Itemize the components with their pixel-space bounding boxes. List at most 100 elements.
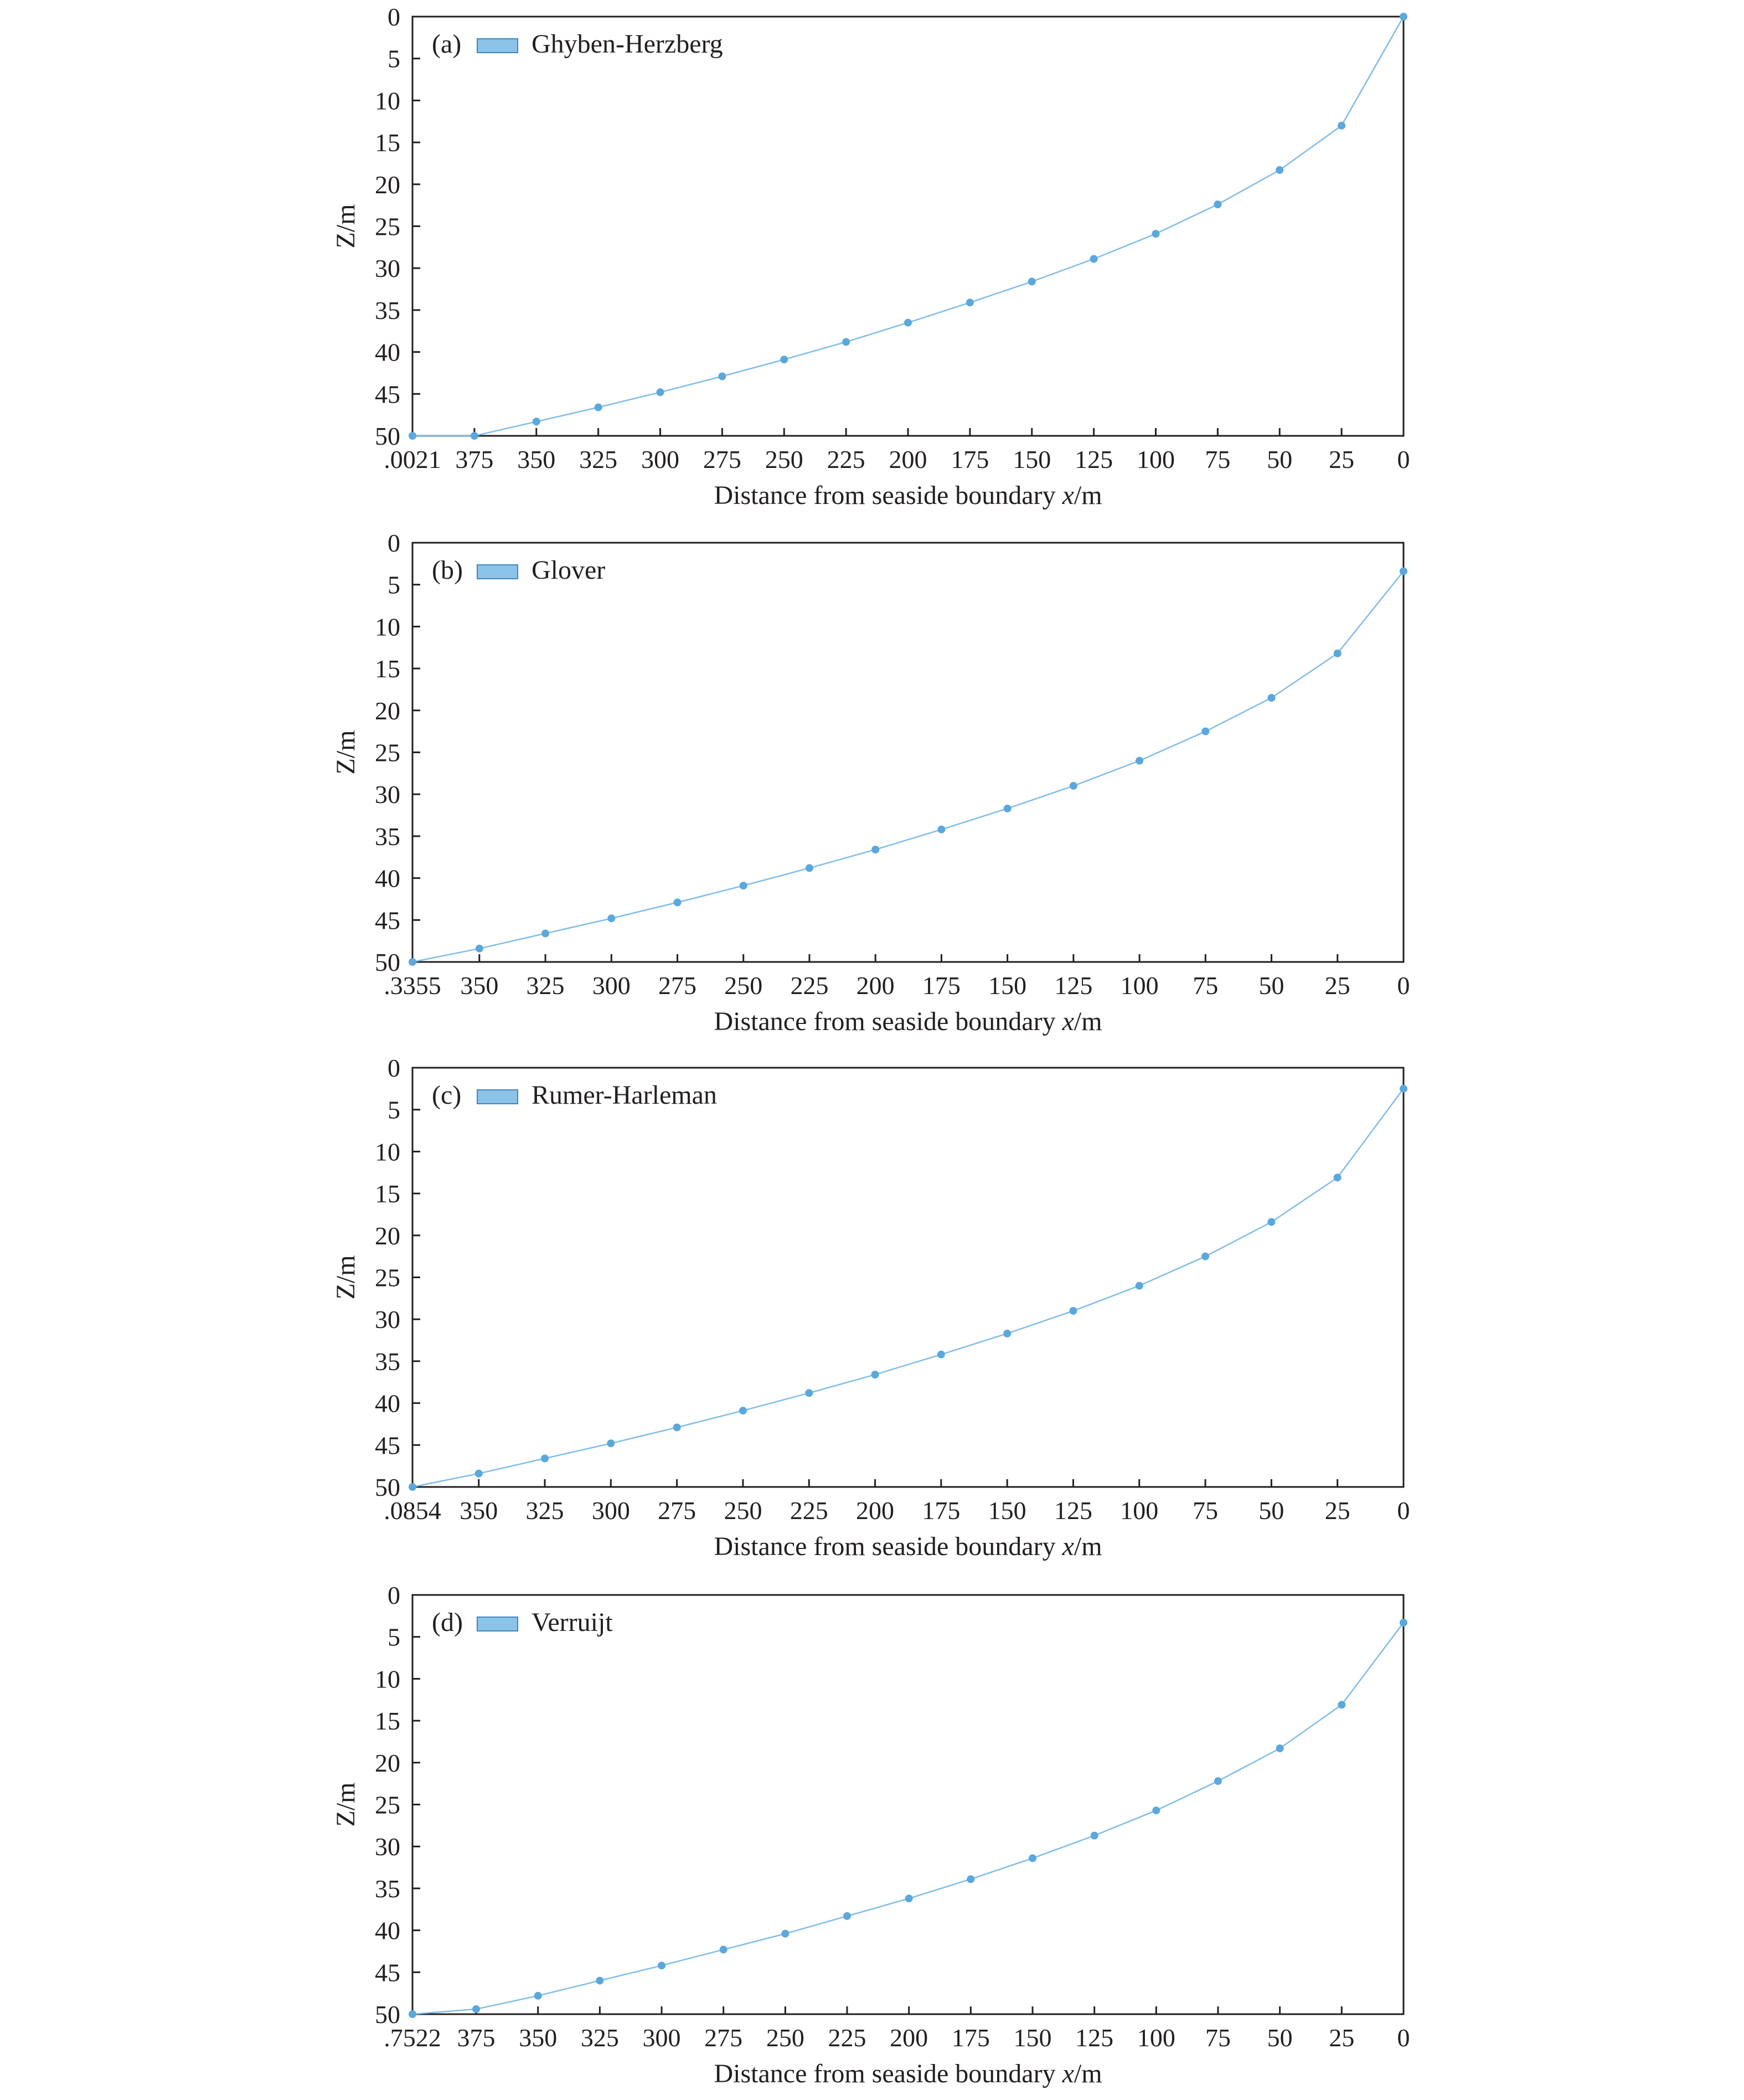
x-axis-title-text: Distance from seaside boundary [714, 481, 1062, 510]
x-axis-title-unit: /m [1074, 481, 1102, 510]
y-tick-label: 5 [388, 1623, 400, 1651]
y-tick-label: 15 [375, 1180, 400, 1208]
data-point [1400, 13, 1407, 20]
x-tick-label: 150 [1013, 445, 1051, 473]
x-axis-title: Distance from seaside boundary x/m [714, 1007, 1102, 1036]
x-tick-label: 50 [1259, 971, 1284, 1000]
x-tick-label: 275 [703, 445, 741, 473]
legend-entry: Ghyben-Herzberg [532, 29, 723, 59]
x-tick-label: 250 [724, 971, 762, 1000]
x-tick-label: 350 [519, 2024, 557, 2052]
x-axis-title-unit: /m [1074, 2059, 1102, 2088]
data-point [409, 958, 416, 966]
data-point [1214, 200, 1222, 209]
data-point [967, 1875, 975, 1883]
x-tick-label: 250 [724, 1496, 762, 1525]
y-axis-title: Z/m [331, 1255, 360, 1300]
data-point [1028, 277, 1036, 286]
x-tick-label: 300 [643, 2024, 681, 2052]
y-tick-label: 20 [375, 697, 400, 725]
x-tick-label: 75 [1205, 445, 1230, 473]
x-tick-label: 225 [828, 2024, 866, 2052]
x-tick-label: 125 [1054, 1496, 1092, 1525]
data-point [781, 1929, 790, 1938]
series-line [412, 1088, 1405, 1488]
data-point [719, 1945, 727, 1954]
y-tick-label: 0 [388, 1581, 400, 1609]
x-tick-label: 25 [1329, 2024, 1354, 2052]
data-point [1333, 649, 1341, 657]
y-tick-label: 10 [375, 1665, 400, 1693]
data-point [1090, 1831, 1098, 1840]
series-line [412, 570, 1404, 963]
y-axis-title: Z/m [331, 730, 360, 775]
x-tick-label: 200 [889, 445, 927, 473]
x-tick-label: 50 [1267, 445, 1292, 473]
data-point [474, 1469, 483, 1478]
x-axis-title-text: Distance from seaside boundary [714, 2059, 1062, 2088]
data-point [1136, 756, 1144, 765]
y-tick-label: 40 [375, 1917, 400, 1945]
data-point [475, 944, 483, 953]
data-point [532, 418, 540, 426]
y-tick-label: 45 [375, 1431, 400, 1459]
data-point [1333, 1173, 1341, 1182]
data-point [1400, 1618, 1407, 1627]
data-point [1069, 782, 1077, 790]
y-tick-label: 35 [375, 1875, 400, 1903]
x-tick-label: .0854 [384, 1496, 441, 1525]
y-tick-label: 30 [375, 1833, 400, 1861]
x-tick-label: .0021 [384, 445, 441, 473]
legend-swatch [477, 1089, 518, 1104]
panel-label: (c) [432, 1080, 461, 1110]
y-tick-label: 25 [375, 1264, 400, 1292]
data-point [1267, 694, 1276, 702]
data-point [1400, 1084, 1407, 1093]
x-axis-title-unit: /m [1074, 1007, 1102, 1036]
data-point [607, 1439, 615, 1448]
x-tick-label: 250 [765, 445, 803, 473]
data-point [739, 1407, 747, 1415]
data-point [1152, 230, 1160, 238]
x-tick-label: 25 [1325, 1496, 1350, 1525]
x-tick-label: 100 [1137, 2024, 1175, 2052]
y-tick-label: 10 [375, 86, 400, 115]
data-point [871, 1371, 879, 1379]
data-point [607, 914, 616, 923]
data-point [658, 1962, 666, 1970]
x-tick-label: 125 [1054, 971, 1092, 1000]
x-tick-label: 300 [592, 1496, 630, 1525]
x-tick-label: 300 [641, 445, 679, 473]
data-point [656, 388, 664, 397]
data-point [1400, 567, 1407, 575]
x-tick-label: 100 [1120, 1496, 1158, 1525]
y-tick-label: 10 [375, 1138, 400, 1166]
x-tick-label: 225 [790, 1496, 828, 1525]
x-tick-label: 75 [1193, 1496, 1218, 1525]
x-axis-title-text: Distance from seaside boundary [714, 1007, 1062, 1036]
y-tick-label: 50 [375, 1473, 400, 1501]
data-point [1276, 166, 1284, 174]
data-point [871, 846, 880, 854]
data-point [1267, 1218, 1276, 1226]
x-tick-label: 225 [790, 971, 828, 1000]
legend-swatch [477, 1617, 518, 1631]
y-axis-title: Z/m [331, 204, 360, 249]
data-point [673, 1423, 681, 1432]
y-tick-label: 15 [375, 655, 400, 683]
x-tick-label: 275 [658, 971, 696, 1000]
y-tick-label: 35 [375, 296, 400, 325]
y-tick-label: 20 [375, 1222, 400, 1250]
data-point [409, 1483, 416, 1491]
data-point [1069, 1307, 1077, 1315]
x-tick-label: 100 [1137, 445, 1175, 473]
x-tick-label: 350 [517, 445, 555, 473]
data-point [1201, 1252, 1210, 1260]
series-line [412, 16, 1405, 437]
panel-label: (a) [432, 29, 461, 59]
x-tick-label: 275 [658, 1496, 696, 1525]
y-tick-label: 10 [375, 612, 400, 641]
legend-entry: Rumer-Harleman [532, 1080, 717, 1110]
